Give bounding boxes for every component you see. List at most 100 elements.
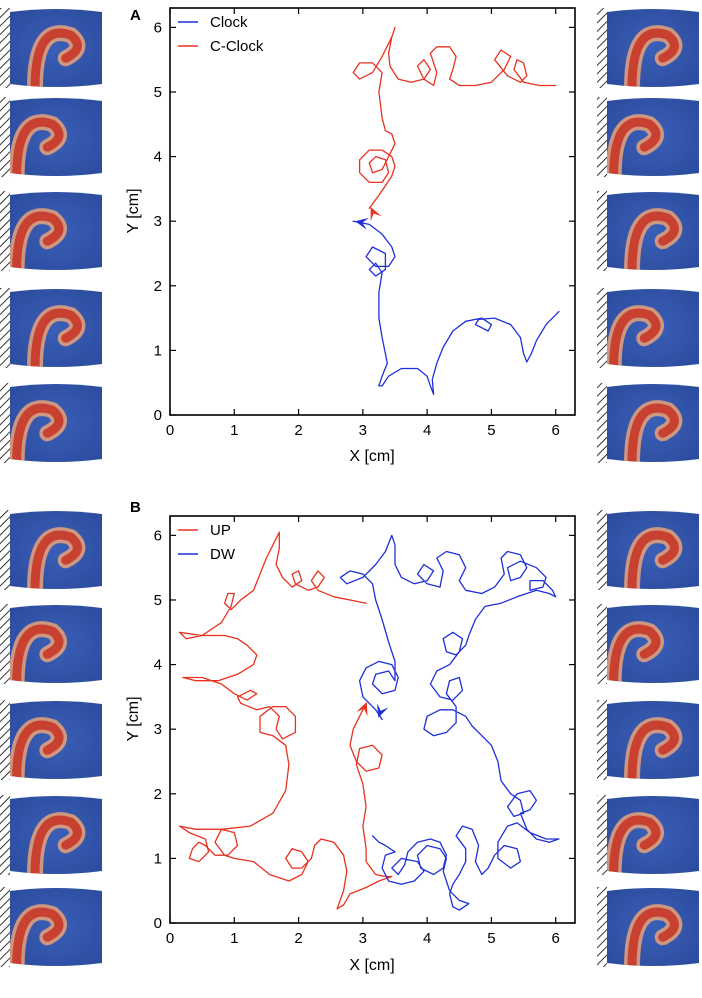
- wave-core: [30, 815, 82, 874]
- thumbnail-spiral-curl-small: [597, 288, 699, 368]
- wave-core: [627, 211, 679, 270]
- wave-core: [12, 624, 64, 683]
- direction-arrow-icon: [355, 217, 370, 230]
- arrow-group-b: [356, 702, 389, 718]
- wave-core: [627, 907, 679, 966]
- hatched-wall: [0, 288, 10, 368]
- direction-arrow-icon: [370, 207, 382, 222]
- hatched-wall: [597, 383, 607, 463]
- x-tick-label: 2: [294, 422, 302, 439]
- y-tick-label: 3: [154, 721, 162, 738]
- direction-arrow-icon: [377, 703, 389, 718]
- wave-core: [609, 117, 661, 176]
- hatched-wall: [0, 8, 10, 88]
- wave-core: [627, 403, 679, 462]
- wave-core: [609, 624, 661, 683]
- thumbnail-background: [607, 192, 699, 270]
- thumbnail-spiral-tip-down: [597, 8, 699, 88]
- y-tick-label: 6: [154, 19, 162, 36]
- thumbnail-background: [607, 384, 699, 462]
- y-tick-label: 1: [154, 342, 162, 359]
- y-tick-label: 0: [154, 407, 162, 424]
- thumbnail-background: [10, 511, 102, 589]
- wave-core: [30, 530, 82, 589]
- hatched-wall: [597, 8, 607, 88]
- hatched-wall: [0, 795, 10, 875]
- hatched-wall: [0, 510, 10, 590]
- thumbnail-spiral-curl-small: [597, 795, 699, 875]
- panel-a: A 0 1 2 3 4 5 6 0 1 2 3 4 5 6 X [cm] Y [cm] Clock C-C…: [125, 7, 576, 465]
- thumbnail-spiral-curl: [0, 604, 102, 684]
- legend-b: UP DW: [178, 522, 236, 563]
- y-tick-label: 3: [154, 213, 162, 230]
- wave-core: [627, 720, 679, 779]
- thumbnail-spiral-faint-arm: [597, 700, 699, 780]
- thumbnail-spiral-faint-arm: [597, 191, 699, 271]
- y-tick-label: 5: [154, 592, 162, 609]
- x-tick-label: 6: [552, 930, 560, 947]
- thumbnail-spiral-curl-bottom: [0, 795, 102, 875]
- series-line-up: [178, 531, 393, 910]
- panel-label-a: A: [130, 7, 141, 24]
- arrow-group-a: [355, 207, 382, 230]
- hatched-wall: [0, 887, 10, 967]
- hatched-wall: [0, 383, 10, 463]
- wave-core: [12, 211, 64, 270]
- y-tick-label: 5: [154, 84, 162, 101]
- thumbnail-background: [10, 796, 102, 874]
- y-tick-label: 4: [154, 149, 162, 166]
- thumbnail-spiral-arm: [597, 887, 699, 967]
- plot-frame-a: [169, 7, 576, 416]
- x-tick-label: 4: [423, 422, 431, 439]
- x-tick-label: 6: [552, 422, 560, 439]
- hatched-wall: [597, 887, 607, 967]
- y-tick-label: 0: [154, 915, 162, 932]
- thumbnail-spiral-tip-topright: [0, 8, 102, 88]
- thumbnail-background: [607, 511, 699, 589]
- thumbnail-background: [607, 9, 699, 87]
- x-tick-label: 5: [487, 422, 495, 439]
- series-group-b: [178, 531, 560, 911]
- legend-label-up: UP: [210, 522, 231, 539]
- thumbnail-spiral-small-tip: [0, 887, 102, 967]
- wave-core: [30, 28, 82, 87]
- panel-label-b: B: [130, 499, 141, 516]
- thumbnail-spiral-wide-band: [597, 383, 699, 463]
- hatched-wall: [0, 97, 10, 177]
- wave-core: [12, 117, 64, 176]
- series-group-a: [352, 26, 560, 395]
- thumbnail-background: [10, 289, 102, 367]
- legend-label-clock: Clock: [210, 14, 248, 31]
- thumbnail-spiral-tip-down: [597, 510, 699, 590]
- x-tick-label: 4: [423, 930, 431, 947]
- y-axis-label-b: Y [cm]: [125, 696, 142, 741]
- wave-core: [627, 28, 679, 87]
- direction-arrow-icon: [356, 702, 368, 717]
- thumbnail-spiral-curl-bottom: [0, 288, 102, 368]
- wave-core: [30, 308, 82, 367]
- y-tick-label: 6: [154, 527, 162, 544]
- x-tick-label: 2: [294, 930, 302, 947]
- series-line-c-clock: [352, 26, 557, 209]
- wave-core: [609, 815, 661, 874]
- plot-frame-b: [169, 515, 576, 924]
- legend-a: Clock C-Clock: [178, 14, 264, 55]
- series-line-clock: [352, 220, 560, 395]
- wave-core: [609, 308, 661, 367]
- spiral-thumbnails: [0, 8, 699, 967]
- thumbnail-background: [607, 888, 699, 966]
- legend-label-c-clock: C-Clock: [210, 38, 264, 55]
- thumbnail-spiral-curl-large: [597, 97, 699, 177]
- hatched-wall: [0, 700, 10, 780]
- hatched-wall: [597, 510, 607, 590]
- legend-label-dw: DW: [210, 546, 236, 563]
- y-tick-label: 2: [154, 786, 162, 803]
- thumbnail-spiral-arc-open: [0, 97, 102, 177]
- hatched-wall: [597, 604, 607, 684]
- x-tick-label: 1: [230, 422, 238, 439]
- hatched-wall: [0, 191, 10, 271]
- wave-core: [12, 720, 64, 779]
- thumbnail-spiral-wide-arc: [0, 383, 102, 463]
- thumbnail-spiral-faint: [0, 700, 102, 780]
